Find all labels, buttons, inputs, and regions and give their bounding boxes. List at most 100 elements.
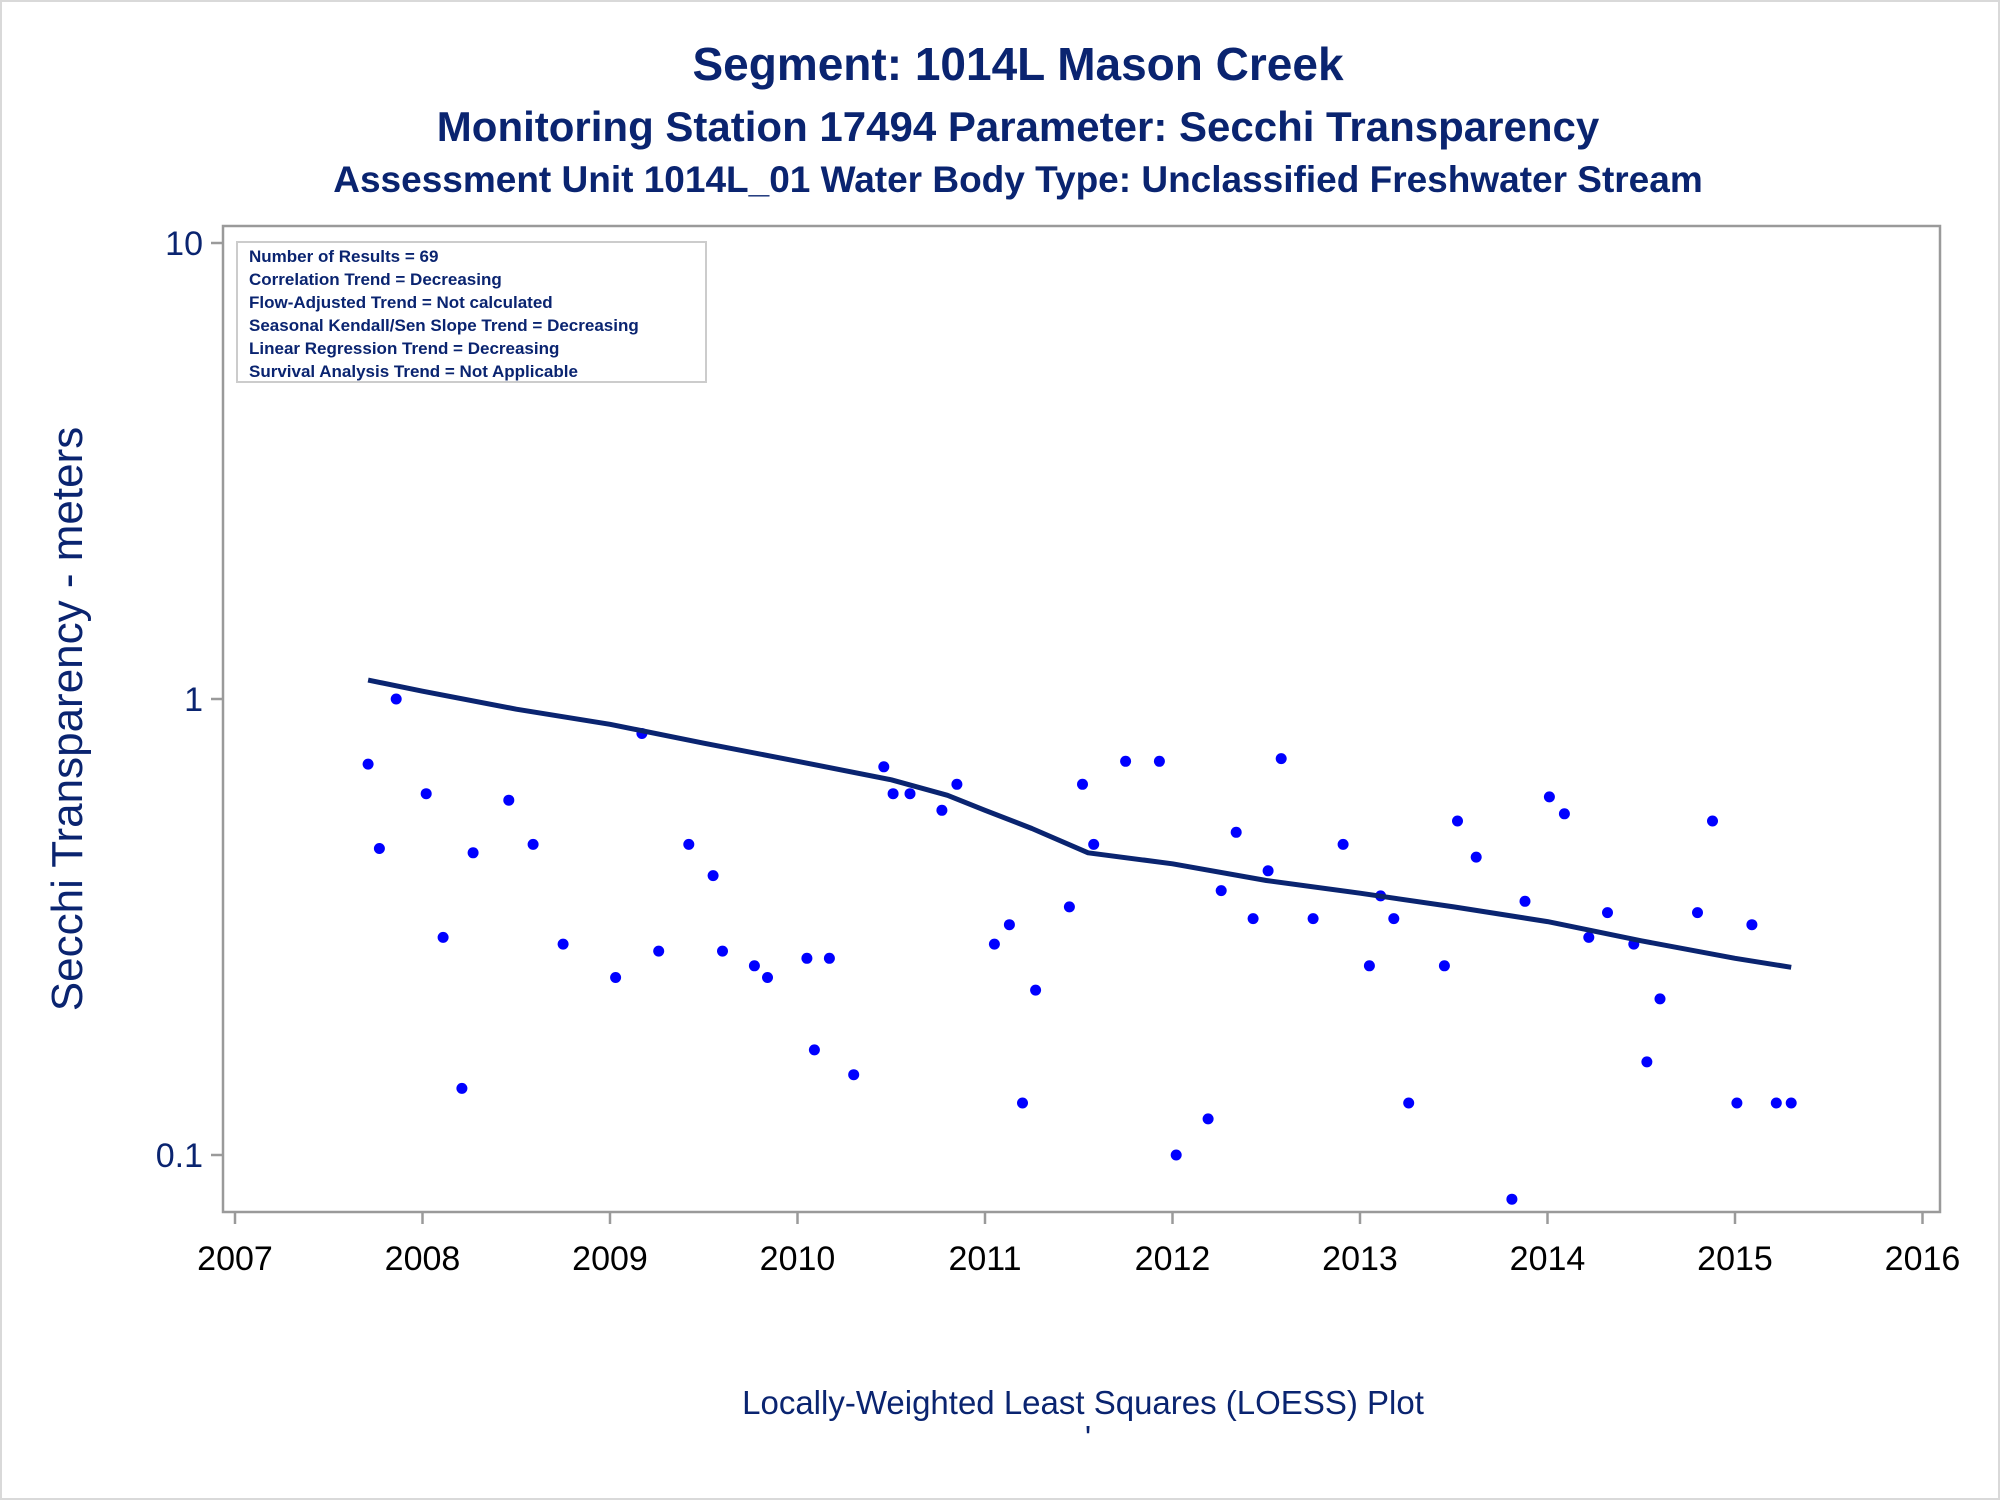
data-point [1543, 791, 1555, 803]
data-point [1403, 1097, 1415, 1109]
data-point [878, 761, 890, 773]
data-point [904, 788, 916, 800]
data-point [1363, 960, 1375, 972]
chart-subtitle-2: Assessment Unit 1014L_01 Water Body Type… [333, 159, 1703, 200]
data-point [1470, 851, 1482, 863]
data-point [1003, 919, 1015, 931]
y-axis-label: Secchi Transparency - meters [43, 427, 92, 1011]
data-point [1731, 1097, 1743, 1109]
data-point [1337, 838, 1349, 850]
data-point [373, 843, 385, 854]
data-point [1388, 913, 1400, 925]
loess-footnote: Locally-Weighted Least Squares (LOESS) P… [742, 1384, 1424, 1421]
y-tick-label: 1 [184, 681, 203, 719]
data-point [1170, 1149, 1182, 1161]
data-point [762, 972, 773, 983]
data-point [420, 788, 432, 800]
data-point [1088, 838, 1100, 850]
stats-inset-line: Linear Regression Trend = Decreasing [249, 339, 559, 358]
data-point [1641, 1056, 1653, 1068]
x-tick-label: 2010 [760, 1240, 836, 1278]
data-point [1030, 984, 1042, 996]
data-point [1452, 815, 1463, 827]
data-point [1506, 1193, 1518, 1205]
data-point [362, 758, 374, 770]
data-point [1770, 1097, 1782, 1109]
data-point [1153, 755, 1165, 767]
data-point [1262, 865, 1274, 877]
data-point [683, 838, 695, 850]
data-point [1077, 778, 1088, 790]
data-point [848, 1069, 860, 1081]
x-tick-label: 2014 [1510, 1240, 1586, 1278]
stats-inset-line: Seasonal Kendall/Sen Slope Trend = Decre… [249, 316, 639, 335]
data-point [1583, 931, 1595, 943]
x-tick-label: 2016 [1885, 1240, 1961, 1278]
data-point [467, 847, 479, 859]
data-point [653, 945, 665, 957]
y-tick-label: 10 [165, 225, 203, 263]
data-point [988, 938, 1000, 950]
data-point [801, 952, 813, 964]
footnote-mark: ' [1085, 1419, 1091, 1456]
loess-curve-layer [367, 677, 1792, 970]
data-point [1654, 993, 1666, 1005]
data-point [1120, 755, 1132, 767]
data-point [1307, 913, 1319, 925]
x-tick-label: 2011 [948, 1240, 1021, 1278]
x-tick-label: 2012 [1135, 1240, 1211, 1278]
x-tick-label: 2013 [1322, 1240, 1398, 1278]
data-point [503, 794, 515, 806]
data-point [887, 788, 899, 800]
data-point [390, 693, 402, 705]
stats-inset: Number of Results = 69 Correlation Trend … [236, 241, 707, 383]
data-point [1275, 753, 1287, 765]
data-point [1558, 808, 1570, 820]
data-point [1438, 960, 1450, 972]
stats-inset-line: Flow-Adjusted Trend = Not calculated [249, 293, 553, 312]
data-point [936, 804, 948, 816]
stats-inset-line: Number of Results = 69 [249, 247, 438, 266]
stats-inset-box [236, 241, 707, 383]
data-point [1063, 901, 1075, 913]
data-point [717, 945, 728, 957]
data-point [1692, 907, 1703, 919]
data-point [1215, 885, 1227, 897]
data-point [808, 1044, 820, 1056]
stats-inset-line: Survival Analysis Trend = Not Applicable [249, 362, 578, 381]
data-point [1017, 1097, 1028, 1109]
chart-title: Segment: 1014L Mason Creek [692, 38, 1343, 90]
data-point [1230, 826, 1242, 838]
y-tick-label: 0.1 [156, 1137, 203, 1175]
stats-inset-lines: Number of Results = 69 Correlation Trend … [249, 247, 639, 381]
chart-subtitle: Monitoring Station 17494 Parameter: Secc… [437, 103, 1600, 150]
data-point [1707, 815, 1718, 827]
data-point [1202, 1113, 1214, 1125]
data-points [362, 338, 1797, 1205]
x-axis: 2007 2008 2009 2010 2011 2012 2013 2014 2015 2016 [197, 1212, 1960, 1278]
data-point [707, 870, 719, 882]
x-tick-label: 2007 [197, 1240, 273, 1278]
data-point [610, 972, 622, 983]
data-point [1746, 919, 1758, 931]
data-point [557, 938, 569, 950]
data-point [1785, 1097, 1797, 1109]
data-point [437, 931, 449, 943]
plot-area [221, 224, 1942, 1214]
data-point [748, 960, 760, 972]
x-tick-label: 2008 [385, 1240, 461, 1278]
stats-inset-line: Correlation Trend = Decreasing [249, 270, 502, 289]
data-point [1247, 913, 1259, 925]
data-point [527, 838, 539, 850]
x-tick-label: 2009 [572, 1240, 648, 1278]
loess-line [367, 677, 1792, 970]
data-point [951, 778, 963, 790]
y-axis: 10 1 0.1 [156, 225, 223, 1175]
x-tick-label: 2015 [1697, 1240, 1773, 1278]
data-point [823, 952, 835, 964]
data-point [1519, 895, 1531, 907]
data-point [456, 1082, 468, 1094]
data-point [1602, 907, 1613, 919]
